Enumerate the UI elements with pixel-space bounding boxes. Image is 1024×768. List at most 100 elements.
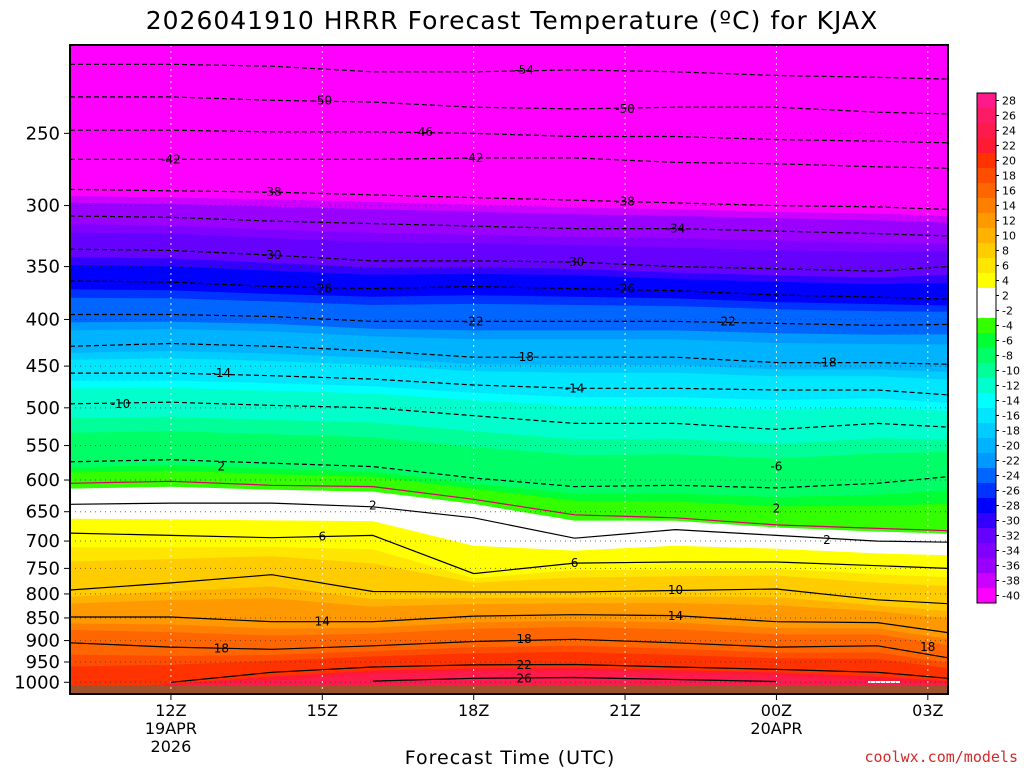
colorbar-swatch <box>977 228 996 243</box>
isotherm-line <box>372 676 777 683</box>
isotherm-label: -10 <box>111 397 131 411</box>
isotherm-label: -22 <box>464 314 484 328</box>
colorbar-swatch <box>977 393 996 408</box>
colorbar-swatch <box>977 288 996 303</box>
colorbar-label: 20 <box>1002 155 1016 168</box>
y-tick-label: 550 <box>26 436 60 457</box>
colorbar-swatch <box>977 423 996 438</box>
colorbar-label: 12 <box>1002 215 1016 228</box>
isotherm-label: 2 <box>773 502 781 516</box>
colorbar-swatch <box>977 138 996 153</box>
isotherm-line <box>70 614 949 634</box>
colorbar-swatch <box>977 318 996 333</box>
colorbar-swatch <box>977 243 996 258</box>
x-tick-label: 03Z <box>912 701 943 720</box>
y-tick-label: 500 <box>26 398 60 419</box>
y-tick-label: 800 <box>26 584 60 605</box>
x-tick-label: 18Z <box>458 701 489 720</box>
y-tick-label: 650 <box>26 502 60 523</box>
colorbar-swatch <box>977 198 996 213</box>
isotherm-line <box>69 502 949 543</box>
colorbar-swatch <box>977 333 996 348</box>
colorbar-swatch <box>977 273 996 288</box>
colorbar-swatch <box>977 438 996 453</box>
y-axis: 2503003504004505005506006507007508008509… <box>14 123 70 693</box>
plot-frame <box>69 44 949 695</box>
x-tick-label: 20APR <box>750 719 802 738</box>
colorbar-label: -8 <box>1002 350 1013 363</box>
colorbar-label: -24 <box>1002 470 1020 483</box>
y-tick-label: 600 <box>26 470 60 491</box>
colorbar-swatch <box>977 498 996 513</box>
colorbar-swatch <box>977 108 996 123</box>
isotherm-label: -14 <box>212 366 232 380</box>
colorbar-label: -16 <box>1002 410 1020 423</box>
isotherm-label: -18 <box>514 350 534 364</box>
colorbar-swatch <box>977 363 996 378</box>
colorbar-swatch <box>977 453 996 468</box>
chart-title: 2026041910 HRRR Forecast Temperature (ºC… <box>146 6 878 35</box>
colorbar-label: -20 <box>1002 440 1020 453</box>
isotherm-label: -6 <box>770 460 782 474</box>
y-tick-label: 400 <box>26 309 60 330</box>
colorbar-label: -26 <box>1002 485 1020 498</box>
y-tick-label: 250 <box>26 123 60 144</box>
x-axis-label: Forecast Time (UTC) <box>405 747 615 768</box>
colorbar-label: -2 <box>1002 305 1013 318</box>
colorbar-swatch <box>977 513 996 528</box>
colorbar-swatch <box>977 168 996 183</box>
colorbar-label: -30 <box>1002 515 1020 528</box>
isotherm-line <box>69 638 949 659</box>
colorbar-label: 2 <box>1002 290 1009 303</box>
colorbar-label: 28 <box>1002 95 1016 108</box>
isotherm-label: -42 <box>464 151 484 165</box>
y-tick-label: 700 <box>26 531 60 552</box>
colorbar-label: 10 <box>1002 230 1016 243</box>
colorbar-swatch <box>977 483 996 498</box>
x-tick-label: 2026 <box>151 737 192 756</box>
colorbar-label: 24 <box>1002 125 1016 138</box>
x-tick-label: 21Z <box>609 701 640 720</box>
isotherm-label: -38 <box>615 195 635 209</box>
isotherm-label: 18 <box>516 632 531 646</box>
colorbar-label: -36 <box>1002 560 1020 573</box>
isotherm-label: -14 <box>565 381 585 395</box>
isotherm-label: -50 <box>312 93 332 107</box>
y-tick-label: 350 <box>26 257 60 278</box>
colorbar-label: -6 <box>1002 335 1013 348</box>
colorbar-swatch <box>977 303 996 318</box>
y-tick-label: 300 <box>26 196 60 217</box>
x-tick-label: 15Z <box>307 701 338 720</box>
ground-surface <box>70 685 948 694</box>
isotherm-label: -30 <box>262 248 282 262</box>
colorbar-label: -18 <box>1002 425 1020 438</box>
colorbar-label: -38 <box>1002 575 1020 588</box>
isotherm-label: -38 <box>262 185 282 199</box>
isotherm-label: -46 <box>413 125 433 139</box>
y-tick-label: 1000 <box>14 672 60 693</box>
colorbar-swatch <box>977 543 996 558</box>
colorbar-label: -10 <box>1002 365 1020 378</box>
grid <box>70 45 948 694</box>
isotherm-label: 22 <box>516 658 531 672</box>
isotherm-lines <box>69 63 949 683</box>
colorbar-label: 4 <box>1002 275 1009 288</box>
credit-text[interactable]: coolwx.com/models <box>864 748 1018 766</box>
colorbar-swatch <box>977 213 996 228</box>
isotherm-label: -50 <box>615 102 635 116</box>
isotherm-line <box>170 663 949 683</box>
colorbar-swatch <box>977 258 996 273</box>
colorbar-swatch <box>977 153 996 168</box>
colorbar-label: -22 <box>1002 455 1020 468</box>
y-tick-label: 950 <box>26 652 60 673</box>
isotherm-label: 14 <box>668 609 683 623</box>
isotherm-label: 18 <box>920 640 935 654</box>
colorbar-label: 14 <box>1002 200 1016 213</box>
y-tick-label: 850 <box>26 608 60 629</box>
colorbar-label: 18 <box>1002 170 1016 183</box>
isotherm-label: -30 <box>565 255 585 269</box>
isotherm-label: -42 <box>161 152 181 166</box>
colorbar-label: -14 <box>1002 395 1020 408</box>
